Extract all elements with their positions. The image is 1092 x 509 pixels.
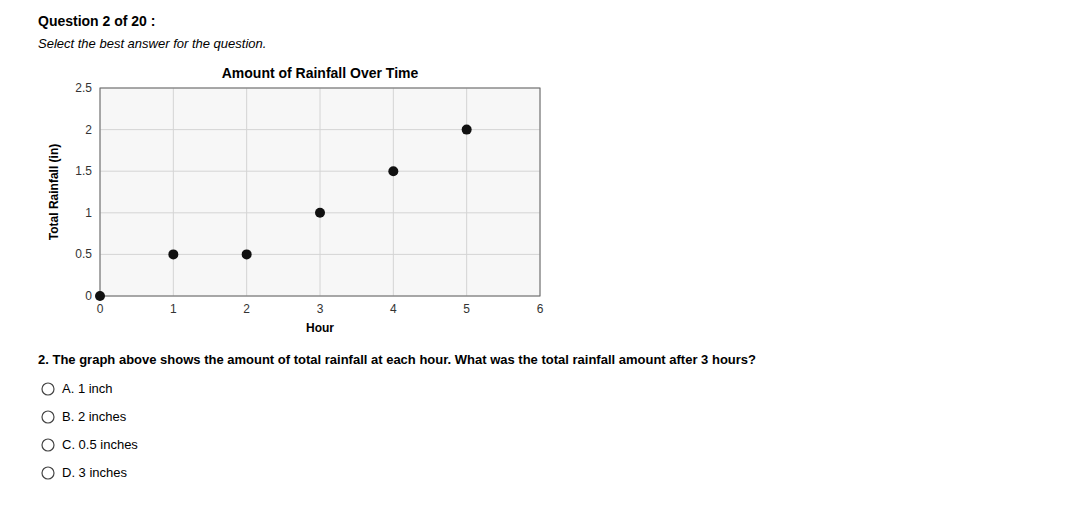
x-tick-label: 5 [463,302,470,316]
grid-line-y [100,129,540,130]
radio-button [42,439,54,451]
scatter-point [315,208,325,218]
y-axis-label: Total Rainfall (in) [47,144,61,240]
scatter-point [95,291,105,301]
scatter-point [242,249,252,259]
x-tick-label: 6 [537,302,544,316]
y-tick-label: 1.5 [75,164,92,178]
y-tick-label: 2.5 [75,81,92,95]
answer-choice: A. 1 inch [62,381,113,396]
tick-labels: 0 1 2 3 4 5 6 0 0.5 1 1.5 2 2.5 [75,81,543,316]
grid-line-x [320,88,321,296]
y-tick-label: 2 [85,123,92,137]
x-tick-label: 4 [390,302,397,316]
header: Question 2 of 20 : [38,13,155,29]
radio-button [42,411,54,423]
grid-line-x [393,88,394,296]
grid-line-x [173,88,174,296]
answer-choice: C. 0.5 inches [62,437,138,452]
x-axis-label: Hour [306,321,334,335]
page: Question 2 of 20 : Select the best answer… [0,0,1092,509]
subheader: Select the best answer for the question. [38,36,266,51]
points [95,125,472,301]
x-tick-label: 3 [317,302,324,316]
scatter-point [168,249,178,259]
grid-line-x [246,88,247,296]
plot-background [100,88,540,296]
scatter-point [462,125,472,135]
radio-button [42,383,54,395]
y-tick-label: 0.5 [75,247,92,261]
answer-choice: B. 2 inches [62,409,127,424]
canvas: Question 2 of 20 : Select the best answer… [0,0,1092,509]
scatter-point [388,166,398,176]
x-tick-label: 2 [243,302,250,316]
grid-line-y [100,171,540,172]
radio-button [42,467,54,479]
grid-line-y [100,254,540,255]
x-tick-label: 0 [97,302,104,316]
y-tick-label: 1 [85,206,92,220]
y-tick-label: 0 [85,289,92,303]
chart-title: Amount of Rainfall Over Time [222,65,419,81]
answer-choice: D. 3 inches [62,465,128,480]
question: 2. The graph above shows the amount of t… [38,352,756,367]
x-tick-label: 1 [170,302,177,316]
grid-line-x [466,88,467,296]
grid [100,88,540,296]
plot-frame [100,88,540,296]
